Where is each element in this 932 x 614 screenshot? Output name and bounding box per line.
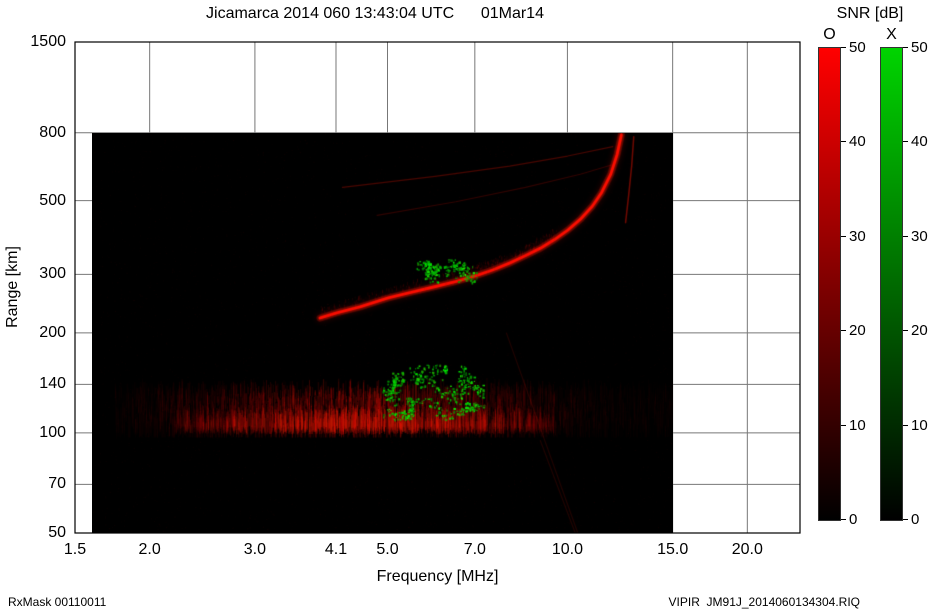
colorbar-title: SNR [dB]	[836, 5, 904, 22]
y-tick-label: 1500	[30, 33, 66, 50]
colorbar-tick	[903, 235, 908, 237]
y-tick-label: 70	[48, 475, 66, 493]
x-tick-label: 20.0	[731, 541, 763, 558]
colorbar-tick-label: 20	[849, 322, 866, 340]
ionogram-canvas	[91, 132, 673, 533]
colorbar-tick	[841, 235, 846, 237]
x-tick-label: 15.0	[657, 541, 689, 558]
x-tick-label: 1.5	[63, 541, 87, 558]
x-tick-label: 4.1	[324, 541, 348, 558]
rxmask-label: RxMask 00110011	[8, 595, 107, 609]
y-axis-label: Range [km]	[4, 246, 21, 328]
colorbar-tick	[903, 141, 908, 143]
y-tick-label: 100	[39, 423, 66, 441]
y-tick-label: 200	[39, 323, 66, 341]
colorbar-tick	[841, 424, 846, 426]
y-tick-label: 500	[39, 191, 66, 209]
colorbar-tick	[903, 519, 908, 520]
colorbar-x	[880, 47, 903, 521]
colorbar-tick-label: 10	[849, 416, 866, 434]
colorbar-tick-label: 0	[849, 511, 858, 528]
y-tick-label: 50	[48, 524, 66, 541]
colorbar-tick	[903, 330, 908, 332]
colorbar-tick-label: 30	[849, 227, 866, 245]
x-axis-label: Frequency [MHz]	[376, 568, 499, 585]
datafile-label: VIPIR JM91J_2014060134304.RIQ	[668, 595, 860, 609]
colorbar-mode-label-o: O	[823, 26, 836, 43]
x-tick-label: 10.0	[551, 541, 583, 558]
colorbar-tick-label: 0	[911, 511, 920, 528]
x-tick-label: 3.0	[243, 541, 267, 558]
y-tick-label: 140	[39, 375, 66, 393]
colorbar-tick-label: 50	[911, 39, 928, 56]
colorbar-tick	[841, 47, 846, 48]
colorbar-mode-label-x: X	[886, 26, 897, 43]
x-tick-label: 2.0	[138, 541, 161, 558]
colorbar-tick-label: 10	[911, 416, 928, 434]
y-tick-label: 300	[39, 265, 66, 283]
colorbar-tick-label: 20	[911, 322, 928, 340]
colorbar-tick-label: 40	[849, 133, 866, 151]
colorbar-tick-label: 40	[911, 133, 928, 151]
colorbar-tick	[841, 141, 846, 143]
colorbar-tick-label: 30	[911, 227, 928, 245]
x-tick-label: 5.0	[376, 541, 399, 558]
plot-title: Jicamarca 2014 060 13:43:04 UTC 01Mar14	[206, 5, 544, 22]
colorbar-o	[818, 47, 841, 521]
colorbar-tick	[841, 330, 846, 332]
colorbar-tick	[903, 424, 908, 426]
x-tick-label: 7.0	[463, 541, 486, 558]
colorbar-tick-label: 50	[849, 39, 866, 56]
y-tick-label: 800	[39, 123, 66, 141]
colorbar-tick	[903, 47, 908, 48]
colorbar-tick	[841, 519, 846, 520]
